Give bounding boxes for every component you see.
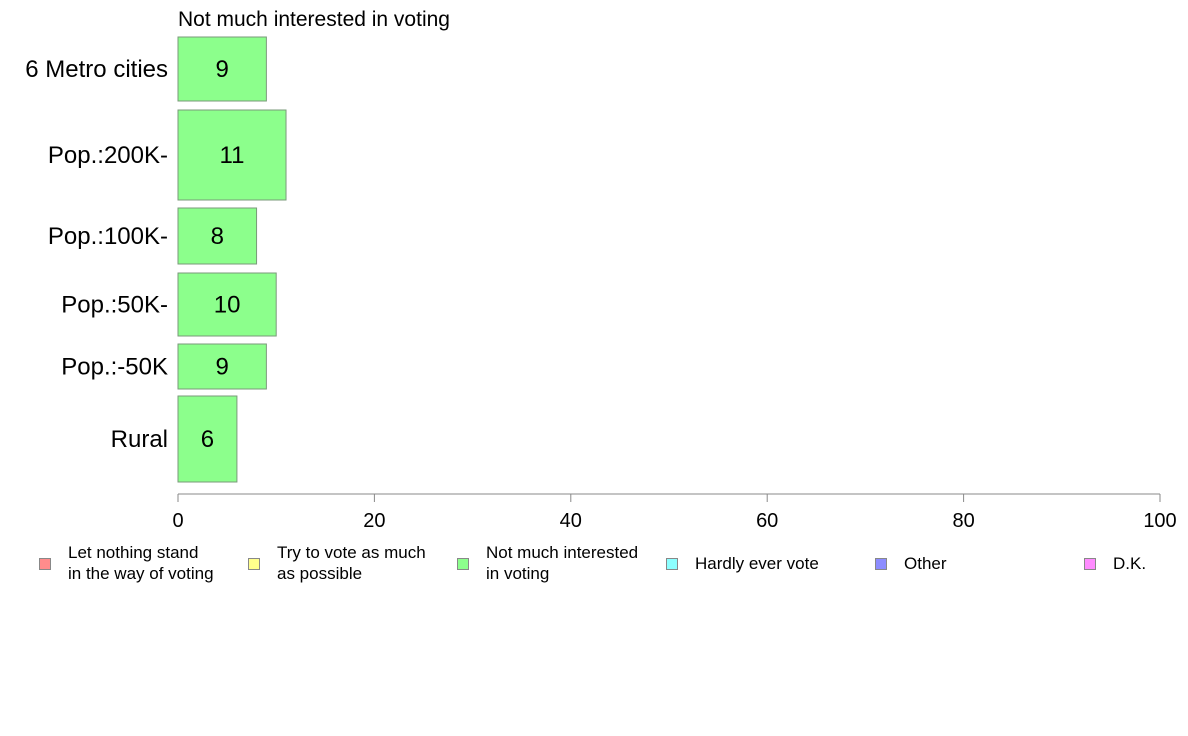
legend-label: Not much interested in voting xyxy=(486,542,638,584)
bar-value-label: 11 xyxy=(220,142,245,169)
x-tick-label: 20 xyxy=(363,510,385,532)
bar-0 xyxy=(177,36,267,102)
category-label: Pop.:100K- xyxy=(48,223,168,250)
legend-swatch xyxy=(1084,558,1096,570)
legend-item: Not much interested in voting xyxy=(457,542,638,584)
category-label: 6 Metro cities xyxy=(25,56,168,83)
bar-1 xyxy=(177,109,287,201)
legend-label-line: as possible xyxy=(277,564,363,583)
bar-value-label: 9 xyxy=(216,56,229,83)
legend: Let nothing stand in the way of voting Try… xyxy=(0,542,1188,602)
legend-item: Try to vote as much as possible xyxy=(248,542,426,584)
x-tick-label: 40 xyxy=(560,510,582,532)
bar-value-label: 9 xyxy=(216,354,229,381)
legend-label: D.K. xyxy=(1113,553,1146,574)
chart-title: Not much interested in voting xyxy=(178,8,450,31)
legend-item: Hardly ever vote xyxy=(666,553,819,574)
legend-label: Other xyxy=(904,553,947,574)
legend-swatch xyxy=(457,558,469,570)
legend-item: Let nothing stand in the way of voting xyxy=(39,542,214,584)
bar-value-label: 6 xyxy=(201,426,214,453)
legend-swatch xyxy=(248,558,260,570)
legend-label-line: D.K. xyxy=(1113,554,1147,573)
legend-label: Let nothing stand in the way of voting xyxy=(68,542,214,584)
x-tick-label: 80 xyxy=(952,510,974,532)
category-label: Pop.:50K- xyxy=(61,292,168,319)
bar-3 xyxy=(177,272,277,337)
legend-swatch xyxy=(875,558,887,570)
x-tick-label: 60 xyxy=(756,510,778,532)
bar-4 xyxy=(177,343,267,390)
category-label: Pop.:-50K xyxy=(61,354,168,381)
legend-label-line: in voting xyxy=(486,564,550,583)
legend-label-line: in the way of voting xyxy=(68,564,214,583)
bar-5 xyxy=(177,395,238,483)
legend-swatch xyxy=(39,558,51,570)
legend-label-line: Not much interested xyxy=(486,543,639,562)
legend-label: Try to vote as much as possible xyxy=(277,542,426,584)
legend-swatch xyxy=(666,558,678,570)
bar-value-label: 8 xyxy=(211,223,224,250)
legend-label-line: Let nothing stand xyxy=(68,543,199,562)
bar-2 xyxy=(177,207,258,265)
legend-item: Other xyxy=(875,553,947,574)
bar-value-label: 10 xyxy=(214,292,241,319)
category-label: Rural xyxy=(111,426,168,453)
category-label: Pop.:200K- xyxy=(48,142,168,169)
legend-label-line: Hardly ever vote xyxy=(695,554,819,573)
legend-label: Hardly ever vote xyxy=(695,553,819,574)
legend-item: D.K. xyxy=(1084,553,1146,574)
x-tick-label: 100 xyxy=(1143,510,1176,532)
legend-label-line: Other xyxy=(904,554,947,573)
legend-label-line: Try to vote as much xyxy=(277,543,426,562)
x-tick-label: 0 xyxy=(172,510,183,532)
